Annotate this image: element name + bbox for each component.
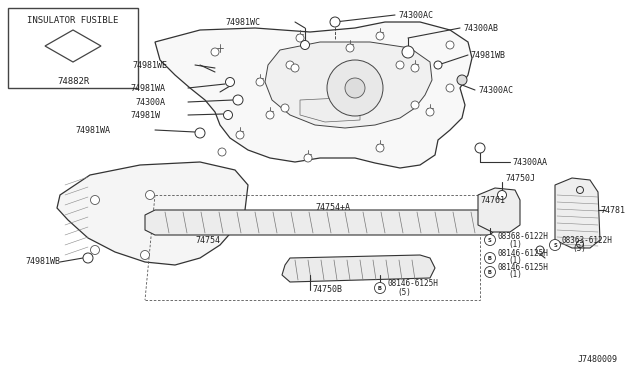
Polygon shape (145, 210, 495, 235)
Polygon shape (155, 22, 472, 168)
Text: 74300AC: 74300AC (398, 10, 433, 19)
Text: (1): (1) (508, 240, 522, 248)
Circle shape (327, 60, 383, 116)
Text: J7480009: J7480009 (578, 356, 618, 365)
Circle shape (411, 101, 419, 109)
Circle shape (281, 104, 289, 112)
Text: 74300AB: 74300AB (463, 23, 498, 32)
Circle shape (446, 41, 454, 49)
Text: 74300AA: 74300AA (512, 157, 547, 167)
Circle shape (376, 144, 384, 152)
Circle shape (304, 154, 312, 162)
Text: (3): (3) (572, 244, 586, 253)
Text: 74981WE: 74981WE (132, 61, 167, 70)
Circle shape (497, 190, 506, 199)
Circle shape (195, 128, 205, 138)
Circle shape (223, 110, 232, 119)
Circle shape (286, 61, 294, 69)
Text: 74754+A: 74754+A (315, 202, 350, 212)
Circle shape (426, 108, 434, 116)
Circle shape (145, 190, 154, 199)
Polygon shape (57, 162, 248, 265)
Circle shape (411, 64, 419, 72)
Text: 74781: 74781 (600, 205, 625, 215)
Circle shape (90, 246, 99, 254)
Circle shape (434, 61, 442, 69)
Circle shape (484, 266, 495, 278)
Text: 08363-6122H: 08363-6122H (562, 235, 613, 244)
Circle shape (301, 41, 310, 49)
Circle shape (396, 61, 404, 69)
Text: S: S (553, 243, 557, 247)
Text: (5): (5) (397, 288, 411, 296)
Circle shape (256, 78, 264, 86)
Text: 74981WC: 74981WC (225, 17, 260, 26)
Text: 74754: 74754 (195, 235, 220, 244)
Circle shape (225, 77, 234, 87)
Polygon shape (300, 98, 360, 122)
Text: 74981W: 74981W (130, 110, 160, 119)
Text: B: B (488, 269, 492, 275)
Text: 08146-6125H: 08146-6125H (497, 248, 548, 257)
Text: 74761: 74761 (480, 196, 505, 205)
Circle shape (475, 143, 485, 153)
Circle shape (484, 234, 495, 246)
Circle shape (402, 46, 414, 58)
Text: (1): (1) (508, 270, 522, 279)
Text: S: S (488, 237, 492, 243)
Circle shape (296, 34, 304, 42)
Text: 74750J: 74750J (505, 173, 535, 183)
Circle shape (90, 196, 99, 205)
Polygon shape (555, 178, 600, 248)
Circle shape (550, 240, 561, 250)
Text: 08146-6125H: 08146-6125H (387, 279, 438, 289)
Circle shape (345, 78, 365, 98)
Text: (1): (1) (508, 257, 522, 266)
Text: 74300AC: 74300AC (478, 86, 513, 94)
Polygon shape (478, 188, 520, 232)
Circle shape (330, 17, 340, 27)
Bar (8, 8, 138, 88)
Circle shape (291, 64, 299, 72)
Circle shape (446, 84, 454, 92)
Circle shape (141, 250, 150, 260)
Text: 74981WB: 74981WB (25, 257, 60, 266)
Text: B: B (488, 256, 492, 260)
Text: 74981WB: 74981WB (470, 51, 505, 60)
Text: 08146-6125H: 08146-6125H (497, 263, 548, 273)
Circle shape (374, 282, 385, 294)
Text: 74750B: 74750B (312, 285, 342, 295)
Polygon shape (282, 255, 435, 282)
Circle shape (346, 44, 354, 52)
Circle shape (83, 253, 93, 263)
Circle shape (233, 95, 243, 105)
Text: 74882R: 74882R (57, 77, 89, 86)
Text: 08368-6122H: 08368-6122H (497, 231, 548, 241)
Circle shape (218, 148, 226, 156)
Circle shape (457, 75, 467, 85)
Text: 74981WA: 74981WA (130, 83, 165, 93)
Text: 74981WA: 74981WA (75, 125, 110, 135)
Circle shape (484, 253, 495, 263)
Text: INSULATOR FUSIBLE: INSULATOR FUSIBLE (28, 16, 118, 25)
Circle shape (266, 111, 274, 119)
Circle shape (211, 48, 219, 56)
Text: B: B (378, 285, 382, 291)
Circle shape (376, 32, 384, 40)
Circle shape (236, 131, 244, 139)
Polygon shape (265, 42, 432, 128)
Text: 74300A: 74300A (135, 97, 165, 106)
